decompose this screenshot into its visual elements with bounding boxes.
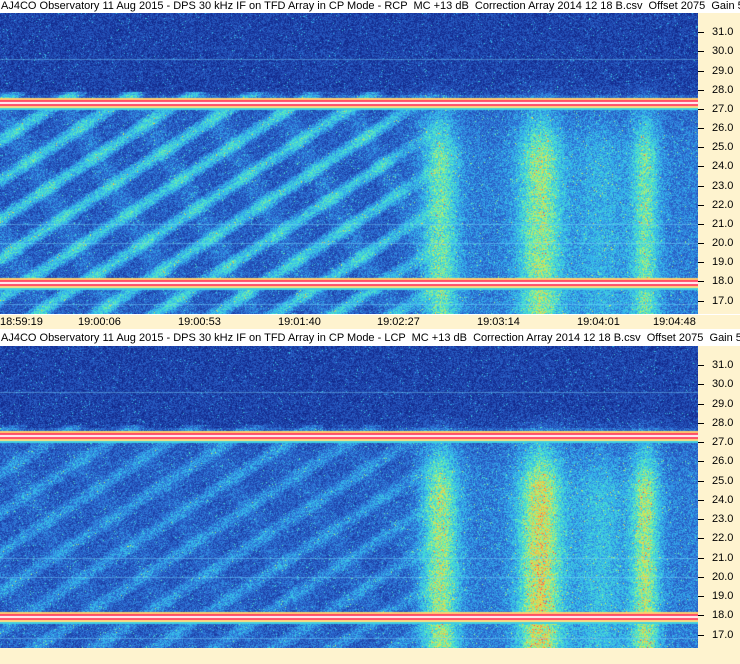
y-tick — [698, 147, 704, 148]
y-tick-label: 17.0 — [712, 629, 734, 641]
y-tick — [698, 128, 704, 129]
y-tick-label: 30.0 — [712, 378, 734, 390]
lcp-spectrogram — [0, 346, 698, 648]
rcp-spectrogram-canvas — [0, 13, 698, 314]
x-tick-label: 19:00:53 — [178, 316, 221, 328]
y-tick — [698, 423, 704, 424]
y-tick — [698, 577, 704, 578]
y-tick — [698, 281, 704, 282]
y-tick — [698, 538, 704, 539]
y-tick — [698, 205, 704, 206]
y-tick — [698, 71, 704, 72]
y-tick — [698, 51, 704, 52]
y-tick — [698, 461, 704, 462]
y-tick-label: 23.0 — [712, 180, 734, 192]
y-tick — [698, 224, 704, 225]
y-tick-label: 18.0 — [712, 609, 734, 621]
y-tick — [698, 404, 704, 405]
y-tick — [698, 558, 704, 559]
y-tick-label: 31.0 — [712, 359, 734, 371]
y-tick — [698, 243, 704, 244]
time-axis: 18:59:19 19:00:06 19:00:53 19:01:40 19:02:27… — [0, 315, 740, 329]
y-tick-label: 19.0 — [712, 256, 734, 268]
y-tick — [698, 481, 704, 482]
y-tick — [698, 109, 704, 110]
lcp-bottom-bar — [0, 648, 740, 664]
rcp-panel: AJ4CO Observatory 11 Aug 2015 - DPS 30 k… — [0, 0, 740, 330]
y-tick-label: 17.0 — [712, 295, 734, 307]
lcp-title: AJ4CO Observatory 11 Aug 2015 - DPS 30 k… — [0, 332, 740, 345]
y-tick-label: 23.0 — [712, 513, 734, 525]
y-tick — [698, 90, 704, 91]
y-tick-label: 20.0 — [712, 571, 734, 583]
y-tick-label: 25.0 — [712, 141, 734, 153]
x-tick-label: 19:01:40 — [278, 316, 321, 328]
lcp-spectrogram-canvas — [0, 346, 698, 648]
y-tick-label: 31.0 — [712, 26, 734, 38]
y-tick-label: 22.0 — [712, 532, 734, 544]
y-tick — [698, 596, 704, 597]
lcp-panel: AJ4CO Observatory 11 Aug 2015 - DPS 30 k… — [0, 330, 740, 664]
y-tick-label: 30.0 — [712, 45, 734, 57]
y-tick-label: 28.0 — [712, 417, 734, 429]
y-tick-label: 21.0 — [712, 552, 734, 564]
y-tick-label: 29.0 — [712, 398, 734, 410]
y-tick — [698, 500, 704, 501]
y-tick — [698, 635, 704, 636]
y-tick-label: 26.0 — [712, 122, 734, 134]
y-tick-label: 27.0 — [712, 436, 734, 448]
y-tick — [698, 365, 704, 366]
y-tick-label: 26.0 — [712, 455, 734, 467]
y-tick — [698, 615, 704, 616]
y-tick-label: 28.0 — [712, 84, 734, 96]
y-tick-label: 18.0 — [712, 275, 734, 287]
y-tick-label: 19.0 — [712, 590, 734, 602]
rcp-y-axis: 31.0 30.0 29.0 28.0 27.0 26.0 25.0 24.0 23.0 22.0… — [698, 13, 740, 314]
y-tick-label: 21.0 — [712, 218, 734, 230]
y-tick — [698, 262, 704, 263]
y-tick-label: 29.0 — [712, 65, 734, 77]
y-tick — [698, 519, 704, 520]
x-tick-label: 19:04:48 — [653, 316, 696, 328]
y-tick-label: 22.0 — [712, 199, 734, 211]
y-tick — [698, 166, 704, 167]
y-tick-label: 24.0 — [712, 494, 734, 506]
x-tick-label: 19:02:27 — [377, 316, 420, 328]
lcp-y-axis: 31.0 30.0 29.0 28.0 27.0 26.0 25.0 24.0 23.0 22.0… — [698, 346, 740, 648]
x-tick-label: 19:03:14 — [477, 316, 520, 328]
y-tick — [698, 186, 704, 187]
x-tick-label: 19:00:06 — [78, 316, 121, 328]
y-tick-label: 24.0 — [712, 160, 734, 172]
rcp-title: AJ4CO Observatory 11 Aug 2015 - DPS 30 k… — [0, 0, 740, 13]
y-tick-label: 25.0 — [712, 475, 734, 487]
y-tick-label: 20.0 — [712, 237, 734, 249]
x-tick-label: 19:04:01 — [577, 316, 620, 328]
rcp-spectrogram — [0, 13, 698, 314]
y-tick — [698, 442, 704, 443]
x-tick-label: 18:59:19 — [0, 316, 43, 328]
y-tick — [698, 384, 704, 385]
y-tick — [698, 32, 704, 33]
y-tick-label: 27.0 — [712, 103, 734, 115]
y-tick — [698, 301, 704, 302]
